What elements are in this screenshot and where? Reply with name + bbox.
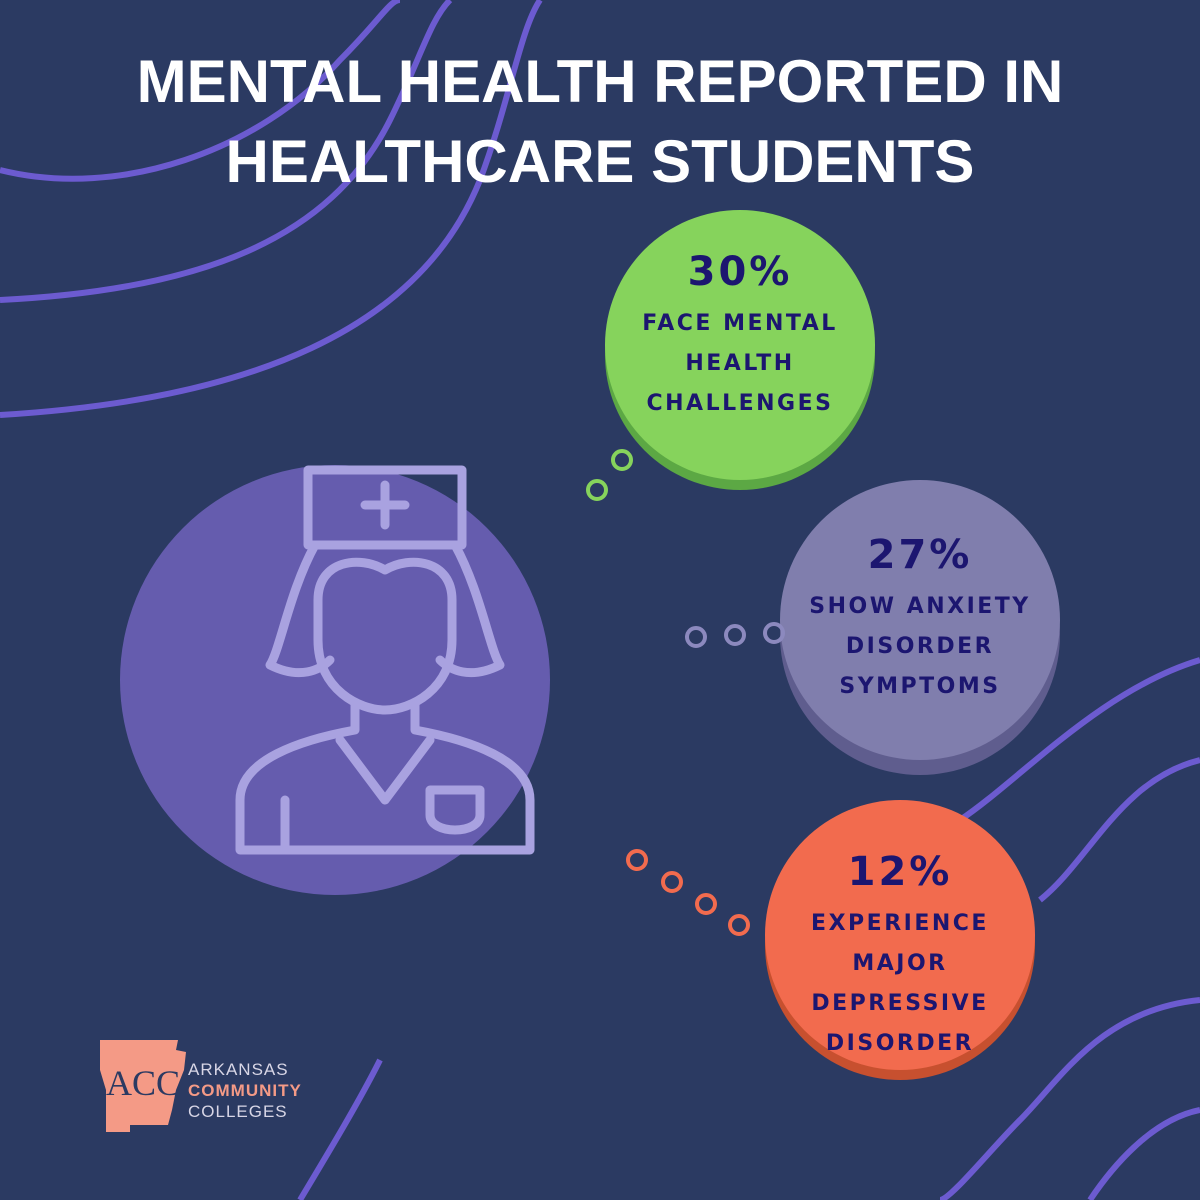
stat-label: DEPRESSIVE bbox=[811, 991, 988, 1016]
stat-label: DISORDER bbox=[826, 1031, 974, 1056]
stat-value: 12% bbox=[848, 849, 953, 895]
logo-shape bbox=[100, 1040, 186, 1132]
nurse-icon bbox=[235, 465, 535, 855]
stat-label: SYMPTOMS bbox=[839, 674, 1000, 699]
stat-label: FACE MENTAL bbox=[642, 311, 838, 336]
stat-label: MAJOR bbox=[852, 951, 947, 976]
logo-text: COMMUNITY bbox=[188, 1081, 302, 1100]
stat-value: 30% bbox=[688, 249, 793, 295]
title: MENTAL HEALTH REPORTED IN bbox=[137, 48, 1064, 115]
logo-text: ARKANSAS bbox=[188, 1060, 289, 1079]
stat-label: HEALTH bbox=[685, 351, 794, 376]
stat-label: DISORDER bbox=[846, 634, 994, 659]
stat-circle bbox=[605, 210, 875, 480]
stat-label: CHALLENGES bbox=[647, 391, 834, 416]
logo-text: COLLEGES bbox=[188, 1102, 288, 1121]
logo: ACC ARKANSAS COMMUNITY COLLEGES bbox=[100, 1040, 302, 1132]
title: HEALTHCARE STUDENTS bbox=[226, 128, 975, 195]
stats: 30% FACE MENTAL HEALTH CHALLENGES 27% SHOW AN… bbox=[642, 249, 1030, 1056]
stat-label: EXPERIENCE bbox=[811, 911, 989, 936]
stat-circle bbox=[780, 480, 1060, 760]
stat-value: 27% bbox=[868, 532, 973, 578]
stat-circle bbox=[765, 800, 1035, 1070]
logo-mark: ACC bbox=[106, 1063, 180, 1103]
connector-dots bbox=[586, 449, 785, 936]
stat-label: SHOW ANXIETY bbox=[809, 594, 1030, 619]
